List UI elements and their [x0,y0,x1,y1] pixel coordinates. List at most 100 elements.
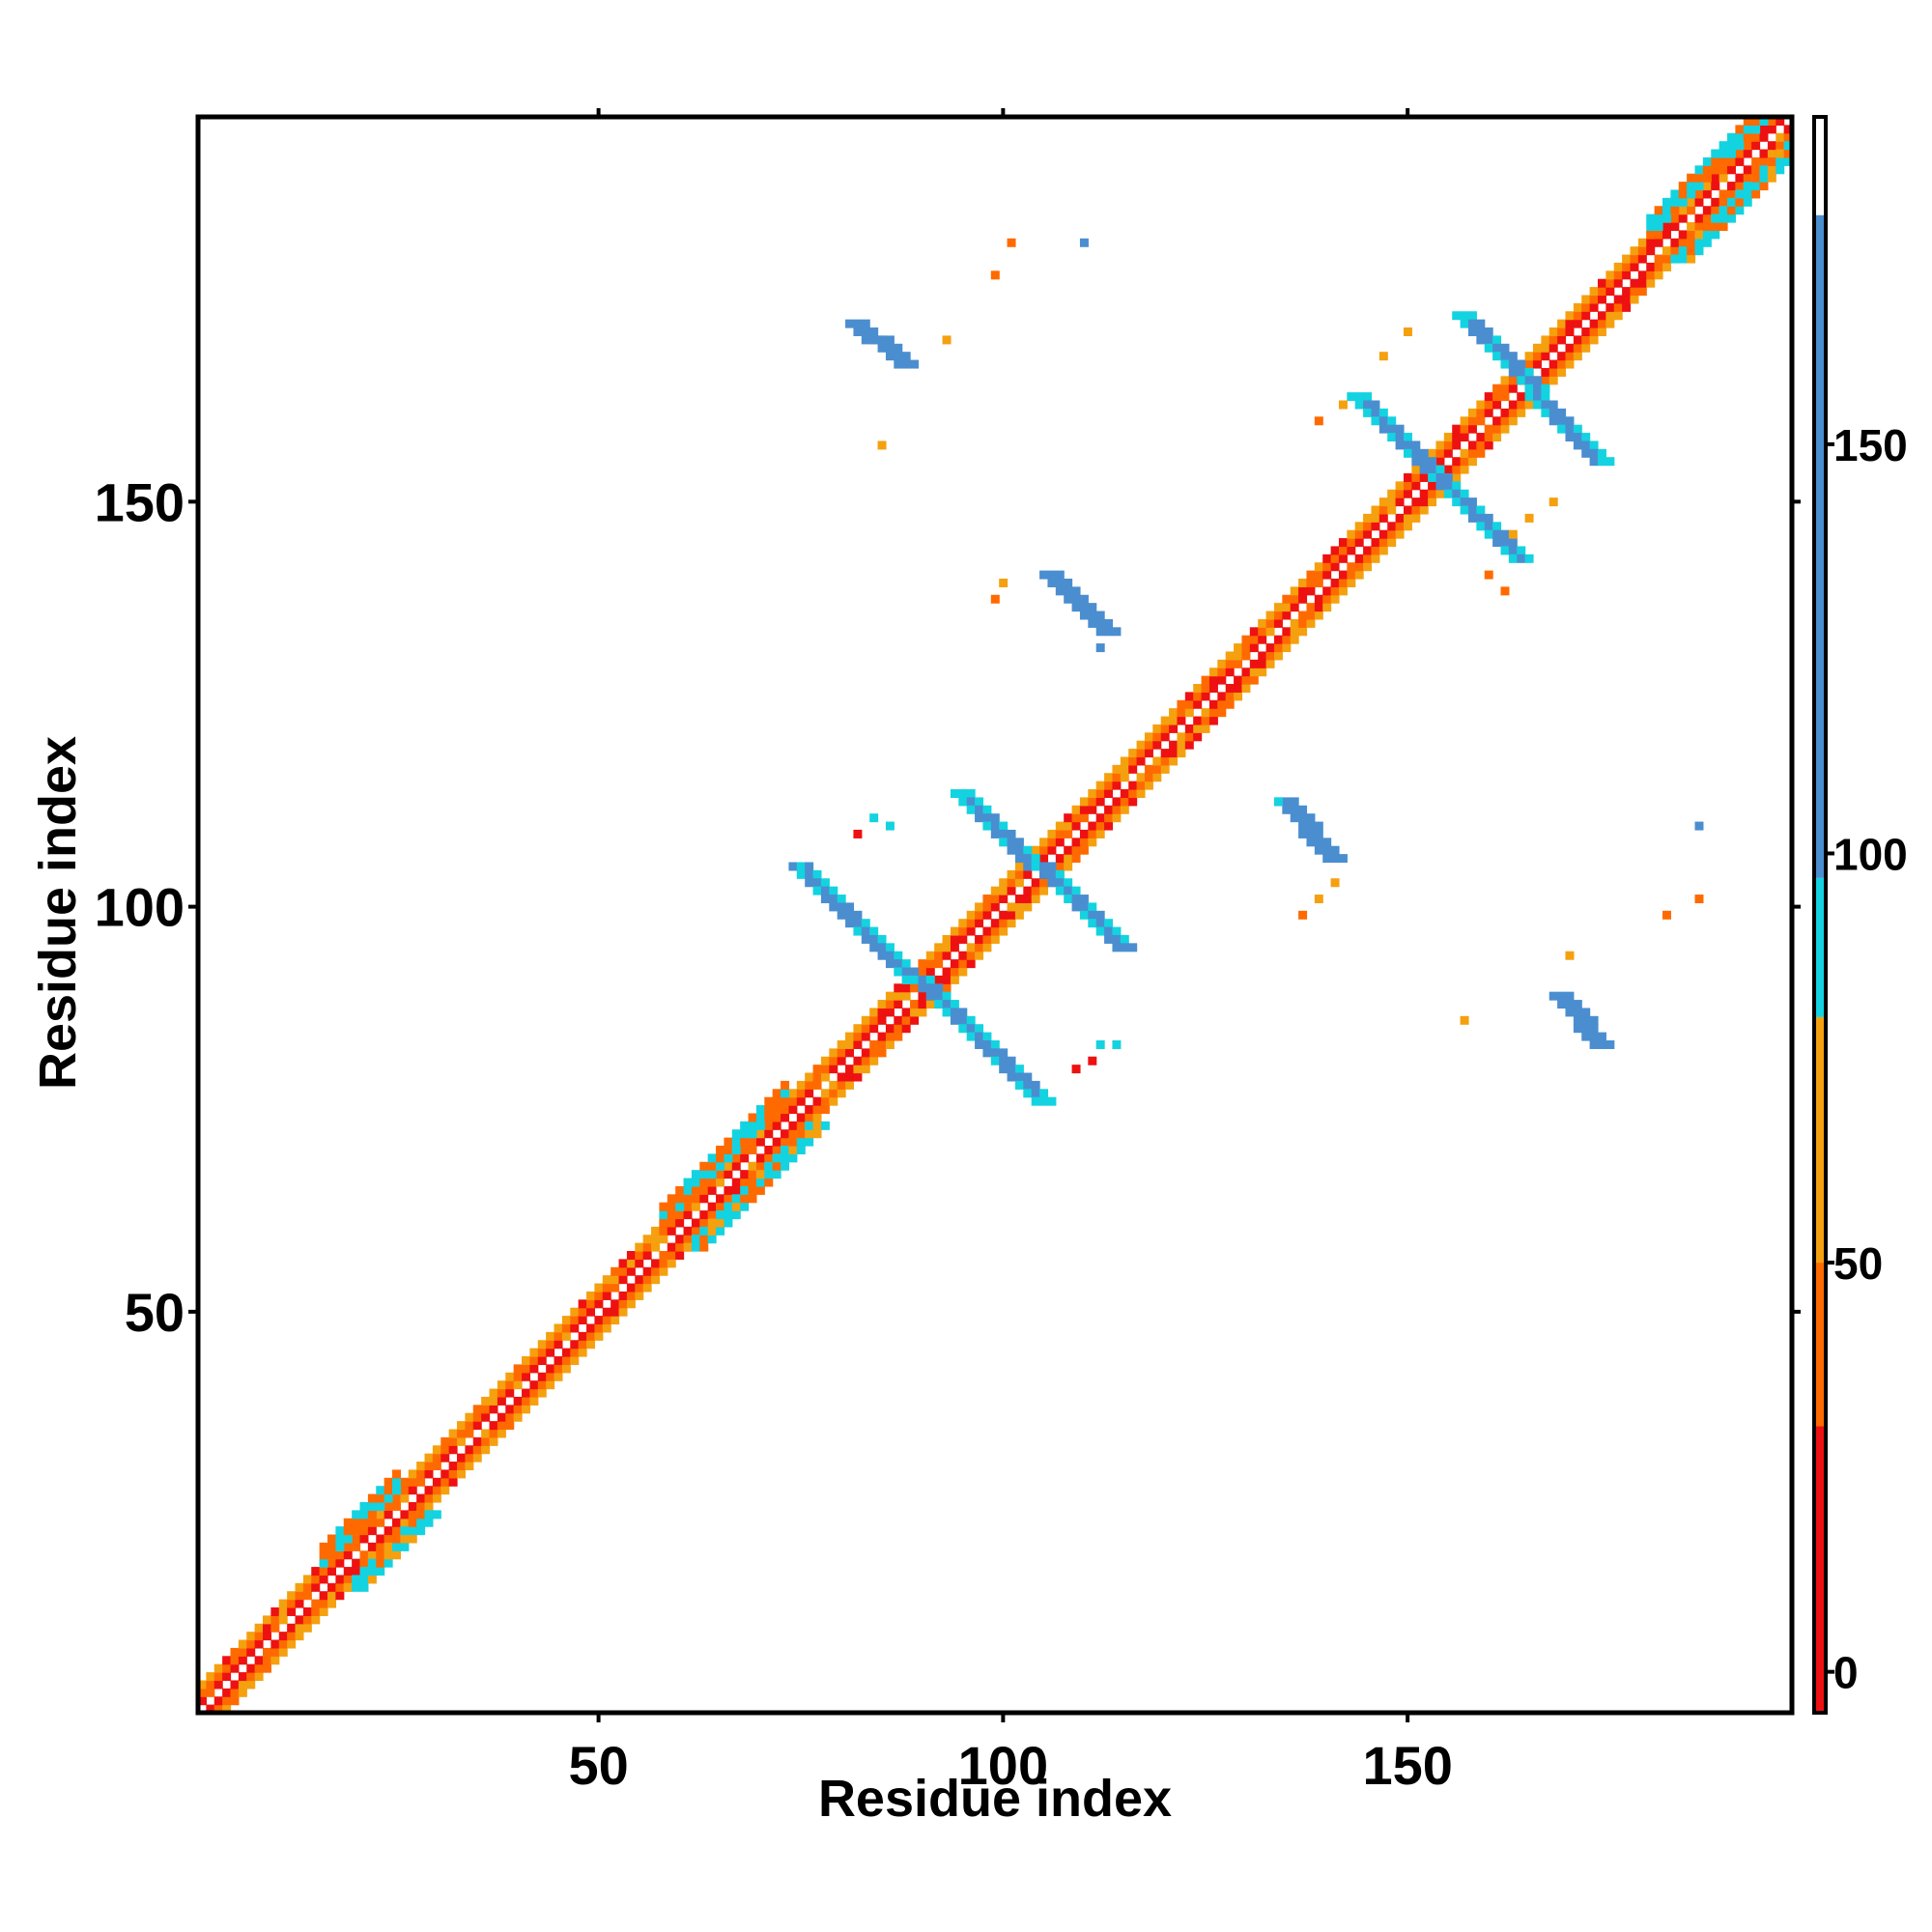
helix-band-cell [367,1493,377,1503]
diagonal-cell [206,1680,215,1690]
contact-strip-cell [1322,854,1332,864]
diagonal-cell [764,1121,774,1130]
diagonal-cell [1160,764,1170,774]
diagonal-cell [352,1558,361,1568]
contact-strip-cell [958,1015,968,1025]
helix-band-cell [820,1121,830,1130]
contact-strip-cell [975,1024,984,1034]
diagonal-cell [1354,538,1364,548]
diagonal-cell [319,1599,328,1608]
helix-band-cell [699,1242,709,1252]
helix-band-cell [1783,149,1793,158]
diagonal-cell [1371,546,1380,555]
diagonal-cell [1330,578,1340,587]
diagonal-cell [440,1469,450,1479]
helix-band-cell [392,1550,401,1560]
diagonal-cell [481,1396,491,1406]
contact-strip-cell [1378,408,1388,417]
helix-band-cell [781,1161,790,1171]
contact-point [1508,529,1518,539]
diagonal-cell [335,1582,345,1592]
diagonal-cell [626,1291,636,1300]
diagonal-cell [1743,165,1752,175]
contact-strip-cell [982,1032,992,1041]
helix-band-cell [812,1121,822,1130]
contact-strip-cell [805,869,814,879]
diagonal-cell [1613,262,1623,271]
diagonal-cell [805,1072,814,1082]
diagonal-cell [230,1680,240,1690]
contact-strip-cell [1095,627,1105,637]
contact-strip-cell [1524,384,1534,393]
diagonal-cell [1160,749,1170,758]
helix-band-cell [740,1137,750,1147]
diagonal-cell [707,1178,717,1187]
diagonal-cell [327,1582,336,1592]
diagonal-cell [1265,618,1275,628]
diagonal-cell [788,1121,798,1130]
helix-band-cell [1670,197,1680,207]
diagonal-cell [1524,352,1534,361]
helix-band-cell [724,1218,733,1228]
helix-band-cell [683,1242,693,1252]
contact-strip-cell [1088,919,1097,928]
helix-band-cell [343,1582,353,1592]
diagonal-cell [1589,287,1599,297]
diagonal-cell [642,1275,652,1285]
contact-strip-cell [1039,570,1049,580]
diagonal-cell [1395,481,1405,491]
helix-band-cell [691,1170,700,1179]
diagonal-cell [611,1307,620,1317]
diagonal-cell [1184,732,1194,742]
contact-strip-cell [1476,335,1486,345]
diagonal-cell [1112,797,1122,807]
helix-band-cell [755,1185,765,1195]
diagonal-cell [408,1501,417,1511]
diagonal-cell [958,951,968,960]
helix-band-cell [781,1089,790,1098]
diagonal-cell [254,1663,264,1673]
contact-strip-cell [1055,869,1065,879]
diagonal-cell [1314,562,1323,572]
diagonal-cell [618,1291,628,1300]
contact-strip-cell [925,991,935,1001]
diagonal-cell [877,1008,887,1017]
contact-strip-cell [1484,513,1493,523]
diagonal-cell [570,1307,580,1317]
contact-strip-cell [1565,1000,1575,1009]
diagonal-cell [1670,222,1680,232]
diagonal-cell [1484,408,1493,417]
helix-band-cell [335,1542,345,1551]
helix-band-cell [772,1153,781,1163]
diagonal-cell [1467,457,1477,467]
diagonal-cell [675,1210,685,1220]
diagonal-cell [522,1372,531,1381]
diagonal-cell [1719,173,1728,183]
diagonal-cell [1064,862,1073,871]
diagonal-cell [1193,684,1203,693]
contact-strip-cell [1071,586,1081,596]
contact-strip-cell [1055,586,1065,596]
contact-strip-cell [1047,862,1057,871]
diagonal-cell [618,1259,628,1268]
helix-band-cell [392,1469,401,1479]
diagonal-cell [1225,684,1235,693]
contact-strip-cell [1128,943,1138,952]
diagonal-cell [1354,554,1364,563]
diagonal-cell [537,1356,547,1366]
contact-strip-cell [845,910,855,920]
diagonal-cell [1193,692,1203,701]
contact-strip-cell [837,902,846,912]
diagonal-cell [1258,627,1267,637]
contact-strip-cell [1395,440,1405,450]
diagonal-cell [918,959,927,969]
contact-strip-cell [958,789,968,799]
diagonal-cell [845,1072,855,1082]
helix-band-cell [740,1194,750,1204]
diagonal-cell [1581,311,1591,321]
contact-point [1095,643,1105,653]
diagonal-cell [1290,618,1299,628]
contact-point [1460,1015,1469,1025]
helix-band-cell [1662,197,1671,207]
contact-strip-cell [1492,343,1502,353]
